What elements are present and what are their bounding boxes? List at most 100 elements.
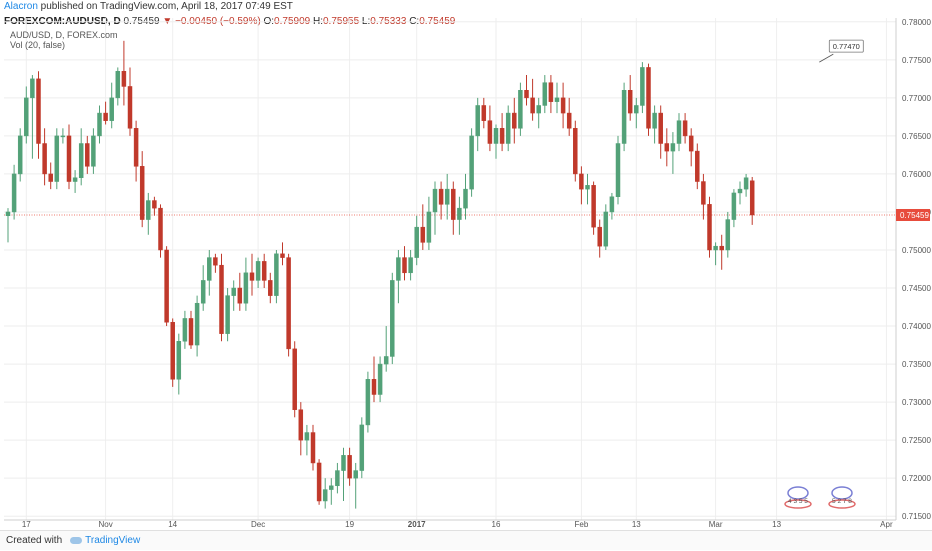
candle-body xyxy=(17,135,23,175)
candle-body xyxy=(676,120,682,144)
candle-body xyxy=(566,112,572,129)
candle-body xyxy=(365,379,371,426)
price-chart[interactable]: 0.71500 0.72000 0.72500 0.73000 0.73500 0.740… xyxy=(0,0,932,530)
candle-body xyxy=(249,272,255,281)
candle-body xyxy=(85,143,90,167)
candle-body xyxy=(286,257,291,350)
candle-body xyxy=(749,180,755,216)
tradingview-logo-icon xyxy=(70,536,83,544)
y-tick-label: 0.71500 xyxy=(902,512,931,521)
candle-body xyxy=(505,112,511,144)
x-tick-label: 14 xyxy=(168,520,177,529)
candle-body xyxy=(591,185,596,228)
candle-body xyxy=(225,295,230,334)
candle-body xyxy=(743,177,749,190)
candle-body xyxy=(237,287,243,304)
candle-body xyxy=(646,67,651,129)
candle-body xyxy=(353,470,358,479)
candle-body xyxy=(457,207,462,220)
candle-body xyxy=(335,470,340,487)
last-price-label: 0.75459 xyxy=(900,211,929,220)
volume-indicator-label[interactable]: Vol (20, false) xyxy=(10,40,66,50)
candle-body xyxy=(66,135,72,182)
candle-body xyxy=(11,173,17,213)
candle-body xyxy=(444,188,450,205)
y-tick-label: 0.78000 xyxy=(902,18,931,27)
candle-body xyxy=(383,356,389,365)
candle-body xyxy=(24,97,29,137)
watermark-right-logo xyxy=(831,486,853,500)
x-tick-label: Feb xyxy=(575,520,589,529)
candle-body xyxy=(194,302,200,346)
candle-body xyxy=(54,135,60,182)
candle-body xyxy=(91,135,96,167)
candle-body xyxy=(188,318,194,346)
watermark-right-text: 5 2 7 8 xyxy=(832,498,852,505)
candle-body xyxy=(48,173,53,182)
candle-body xyxy=(499,128,505,144)
candle-body xyxy=(261,261,267,281)
candle-body xyxy=(688,135,694,152)
candle-body xyxy=(554,97,560,102)
candle-body xyxy=(158,207,163,251)
candle-body xyxy=(695,150,700,182)
x-tick-label: 13 xyxy=(772,520,781,529)
candle-body xyxy=(164,249,169,323)
candle-body xyxy=(670,143,676,152)
candle-body xyxy=(658,112,663,144)
candle-body xyxy=(377,363,383,395)
candle-body xyxy=(426,211,432,243)
watermark-left-logo xyxy=(787,486,809,500)
x-tick-label: Dec xyxy=(251,520,265,529)
candle-body xyxy=(274,253,279,296)
candle-body xyxy=(359,424,365,471)
x-tick-label: Mar xyxy=(709,520,723,529)
candle-body xyxy=(615,143,621,197)
candle-body xyxy=(109,97,114,121)
candle-body xyxy=(731,192,737,220)
candle-body xyxy=(371,379,377,395)
y-tick-label: 0.76000 xyxy=(902,170,931,179)
candle-body xyxy=(701,181,706,205)
x-tick-label: Apr xyxy=(880,520,893,529)
candle-body xyxy=(585,185,590,190)
publish-header: Alacron published on TradingView.com, Ap… xyxy=(0,0,932,14)
candle-body xyxy=(530,97,535,114)
candle-body xyxy=(573,128,578,175)
candle-body xyxy=(487,120,493,144)
tradingview-brand-link[interactable]: TradingView xyxy=(85,535,141,546)
author-link[interactable]: Alacron xyxy=(4,1,38,12)
candle-body xyxy=(213,257,218,266)
candle-body xyxy=(725,219,731,251)
candle-body xyxy=(469,135,474,190)
watermark-left-text: 4 3 5 5 xyxy=(788,498,808,505)
candle-body xyxy=(310,432,316,464)
candle-body xyxy=(420,226,426,243)
published-text: published on TradingView.com, April 18, … xyxy=(37,1,293,12)
candle-body xyxy=(176,341,182,380)
x-tick-label: 2017 xyxy=(408,520,426,529)
candle-body xyxy=(518,90,523,129)
candle-body xyxy=(182,318,188,342)
last-price-tag xyxy=(896,208,930,221)
watermark-right-ring xyxy=(828,499,856,509)
y-tick-label: 0.73000 xyxy=(902,398,931,407)
candle-body xyxy=(341,455,346,471)
candle-body xyxy=(481,105,487,121)
candle-body xyxy=(322,489,328,502)
y-tick-label: 0.74500 xyxy=(902,284,931,293)
candle-body xyxy=(664,143,670,152)
candle-body xyxy=(402,257,407,274)
created-with-text: Created with xyxy=(6,535,63,546)
candle-body xyxy=(30,78,35,99)
y-tick-label: 0.72000 xyxy=(902,474,931,483)
candle-body xyxy=(634,105,639,114)
candle-body xyxy=(524,90,529,99)
x-tick-label: 13 xyxy=(632,520,641,529)
candle-body xyxy=(292,348,297,410)
candle-body xyxy=(304,432,310,441)
candle-body xyxy=(713,245,718,251)
candle-body xyxy=(408,257,413,274)
x-tick-label: 16 xyxy=(492,520,501,529)
candle-body xyxy=(72,177,78,182)
